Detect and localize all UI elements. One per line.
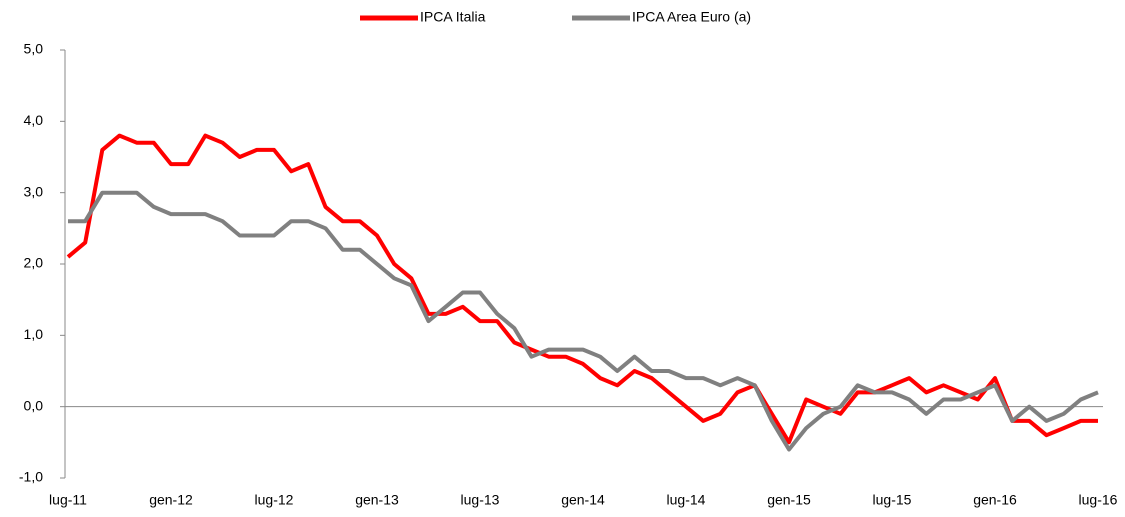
series-line [66, 133, 1098, 445]
y-tick-label: 2,0 [24, 255, 44, 271]
x-tick-label: gen-15 [767, 492, 811, 508]
legend-label: IPCA Italia [420, 9, 486, 25]
series-line [68, 190, 1099, 452]
x-tick-label: lug-14 [667, 492, 706, 508]
y-tick-label: 1,0 [24, 326, 44, 342]
x-tick-label: lug-11 [49, 492, 87, 508]
x-tick-label: gen-16 [973, 492, 1017, 508]
x-tick-label: gen-14 [561, 492, 605, 508]
y-tick-label: 0,0 [24, 397, 44, 413]
y-tick-label: 5,0 [24, 41, 44, 57]
legend-label: IPCA Area Euro (a) [632, 9, 751, 25]
x-tick-label: lug-15 [873, 492, 912, 508]
x-tick-label: gen-13 [355, 492, 399, 508]
y-tick-label: -1,0 [19, 469, 43, 485]
x-tick-label: lug-13 [461, 492, 500, 508]
x-tick-label: gen-12 [149, 492, 193, 508]
y-tick-label: 4,0 [24, 112, 44, 128]
x-tick-label: lug-12 [255, 492, 294, 508]
y-tick-label: 3,0 [24, 183, 44, 199]
x-tick-label: lug-16 [1079, 492, 1118, 508]
